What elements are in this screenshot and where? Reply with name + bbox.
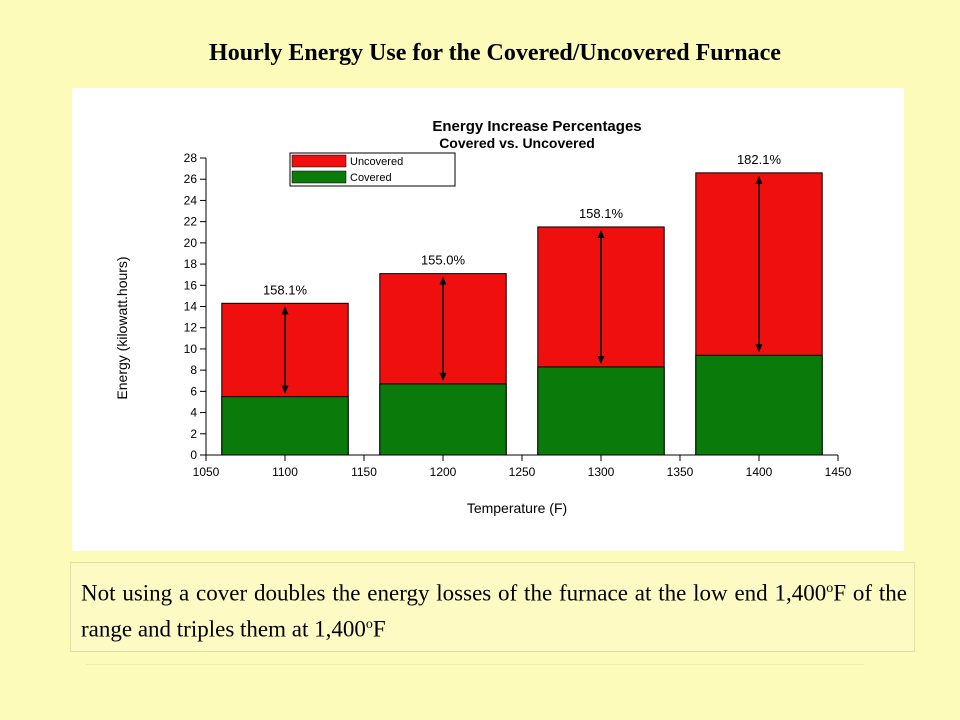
y-tick-label: 2 xyxy=(190,427,197,441)
bar-covered xyxy=(695,354,823,456)
legend-swatch-covered xyxy=(291,170,347,184)
chart-legend: Uncovered Covered xyxy=(289,152,456,187)
bar-chart: Energy Increase Percentages Covered vs. … xyxy=(114,118,852,516)
y-tick-label: 4 xyxy=(190,406,197,420)
x-tick-label: 1350 xyxy=(667,465,694,479)
bar-covered xyxy=(379,383,507,456)
slide-title: Hourly Energy Use for the Covered/Uncove… xyxy=(209,40,781,66)
y-tick-label: 0 xyxy=(190,448,197,462)
percent-label: 155.0% xyxy=(421,253,466,268)
y-tick-label: 12 xyxy=(184,321,198,335)
y-tick-label: 18 xyxy=(184,257,198,271)
divider-line xyxy=(86,664,864,665)
x-tick-label: 1200 xyxy=(430,465,457,479)
y-axis-label: Energy (kilowatt.hours) xyxy=(114,256,130,399)
arrowhead-down xyxy=(281,385,289,394)
arrowhead-down xyxy=(755,344,763,353)
x-tick-label: 1050 xyxy=(193,465,220,479)
chart-title: Energy Increase Percentages xyxy=(432,118,641,135)
arrowhead-down xyxy=(597,355,605,364)
y-tick-label: 8 xyxy=(190,363,197,377)
x-tick-label: 1150 xyxy=(351,465,377,479)
percent-label: 158.1% xyxy=(579,206,624,221)
y-tick-label: 20 xyxy=(184,236,198,250)
arrowhead-up xyxy=(281,306,289,315)
x-tick-label: 1100 xyxy=(272,465,298,479)
x-tick-label: 1300 xyxy=(588,465,615,479)
percent-label: 158.1% xyxy=(263,282,308,297)
y-tick-label: 24 xyxy=(184,193,198,207)
legend-label-uncovered: Uncovered xyxy=(350,156,403,168)
y-tick-label: 28 xyxy=(184,151,198,165)
y-tick-label: 26 xyxy=(184,172,198,186)
degree-sup-1: o xyxy=(826,581,834,596)
x-tick-label: 1250 xyxy=(509,465,536,479)
x-tick-label: 1450 xyxy=(825,465,852,479)
arrowhead-down xyxy=(439,372,447,381)
y-tick-label: 14 xyxy=(184,300,198,314)
arrowhead-up xyxy=(439,276,447,285)
y-tick-label: 16 xyxy=(184,278,198,292)
chart-subtitle: Covered vs. Uncovered xyxy=(439,135,595,151)
caption-text: Not using a cover doubles the energy los… xyxy=(81,573,907,644)
caption-part-1: Not using a cover doubles the energy los… xyxy=(81,580,827,606)
caption-part-2: F of the range and triples them at 1,400 xyxy=(81,580,907,642)
y-tick-label: 6 xyxy=(190,384,197,398)
legend-swatch-uncovered xyxy=(291,154,347,168)
chart-panel: Energy Increase Percentages Covered vs. … xyxy=(72,88,904,551)
y-tick-label: 22 xyxy=(184,215,198,229)
percent-label: 182.1% xyxy=(737,152,782,167)
legend-label-covered: Covered xyxy=(350,172,392,184)
caption-part-3: F xyxy=(372,616,386,642)
arrowhead-up xyxy=(597,229,605,238)
arrowhead-up xyxy=(755,175,763,184)
x-tick-label: 1400 xyxy=(746,465,773,479)
caption-box: Not using a cover doubles the energy los… xyxy=(70,562,915,652)
x-axis-label: Temperature (F) xyxy=(467,500,567,516)
bar-covered xyxy=(221,396,349,456)
degree-sup-2: o xyxy=(365,616,373,632)
bar-covered xyxy=(537,366,665,456)
y-tick-label: 10 xyxy=(184,342,198,356)
